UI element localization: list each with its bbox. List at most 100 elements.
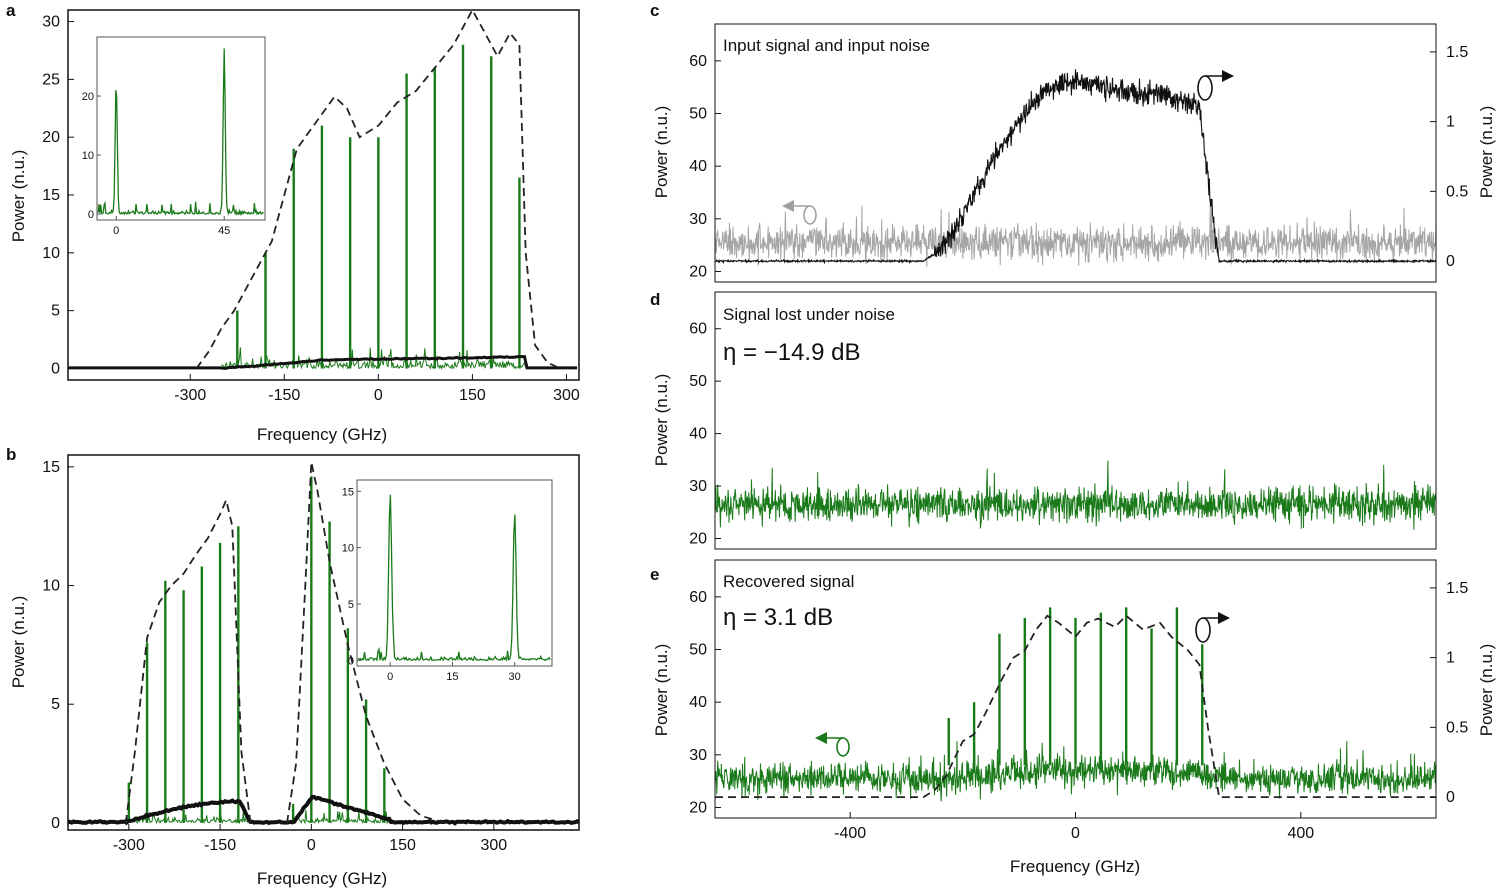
panel-c-input-noise xyxy=(714,204,1437,268)
inset-x-tick-label: 45 xyxy=(218,225,230,237)
inset-x-tick-label: 30 xyxy=(509,671,521,683)
panel-e-ylabel-right: Power (n.u.) xyxy=(1477,644,1496,737)
y-tick-label: 0 xyxy=(51,360,60,377)
y-tick-label: 20 xyxy=(689,263,707,280)
y-tick-label: 50 xyxy=(689,642,707,659)
y-tick-label: 50 xyxy=(689,373,707,390)
y-tick-label: 20 xyxy=(689,799,707,816)
panel-a-inset-trace xyxy=(97,48,264,217)
y-tick-label: 25 xyxy=(42,71,60,88)
y-tick-label: 15 xyxy=(42,459,60,476)
panel-d-ticks: 20 30 40 50 60 xyxy=(689,321,721,548)
inset-y-tick-label: 10 xyxy=(342,543,354,555)
panel-a-envelope xyxy=(195,8,561,370)
panel-d: Signal lost under noise η = −14.9 dB Pow… xyxy=(652,291,1437,550)
inset-y-tick-label: 5 xyxy=(348,599,354,611)
y-tick-label: 30 xyxy=(689,747,707,764)
panel-d-frame xyxy=(714,291,1437,550)
panel-c-ticks: 20 30 40 50 60 0 0.5 1 1.5 xyxy=(689,44,1468,281)
panel-b: Frequency (GHz) Power (n.u.) -300 -150 0 15… xyxy=(9,454,580,888)
y-right-tick-label: 0 xyxy=(1446,789,1455,806)
panel-c: Input signal and input noise Power (n.u.… xyxy=(652,23,1496,283)
panel-a-ylabel: Power (n.u.) xyxy=(9,150,28,243)
panel-b-black-floor xyxy=(67,794,580,826)
panel-b-inset-plot: 0 15 30 0 5 10 15 xyxy=(342,486,551,683)
panel-c-plot xyxy=(714,69,1437,268)
y-right-tick-label: 1 xyxy=(1446,114,1455,131)
y-tick-label: 40 xyxy=(689,158,707,175)
panel-b-plot xyxy=(67,461,580,826)
y-tick-label: 40 xyxy=(689,426,707,443)
panel-a-plot xyxy=(68,8,578,370)
panel-c-frame xyxy=(714,23,1437,283)
inset-y-tick-label: 15 xyxy=(342,486,354,498)
panel-a-inset-frame xyxy=(96,36,266,221)
x-tick-label: -400 xyxy=(834,825,866,842)
panel-c-left-arrow-icon xyxy=(782,200,817,225)
y-right-tick-label: 0.5 xyxy=(1446,719,1468,736)
y-right-tick-label: 0.5 xyxy=(1446,183,1468,200)
panel-e-right-arrow-icon xyxy=(1195,612,1230,643)
y-tick-label: 60 xyxy=(689,589,707,606)
y-tick-label: 0 xyxy=(51,815,60,832)
panel-c-annotation: Input signal and input noise xyxy=(723,36,930,55)
panel-c-ylabel: Power (n.u.) xyxy=(652,106,671,199)
panel-a-inset-plot: 0 45 0 10 20 xyxy=(82,48,264,237)
inset-y-tick-label: 0 xyxy=(348,655,354,667)
panel-e-annotation: Recovered signal xyxy=(723,572,854,591)
x-tick-label: 150 xyxy=(459,387,486,404)
panel-e-eta: η = 3.1 dB xyxy=(723,604,833,631)
y-tick-label: 20 xyxy=(42,129,60,146)
panel-c-ylabel-right: Power (n.u.) xyxy=(1477,106,1496,199)
x-tick-label: -150 xyxy=(204,837,236,854)
panel-e-left-arrow-icon xyxy=(815,732,850,757)
panel-b-envelope-right xyxy=(286,461,446,824)
inset-y-tick-label: 20 xyxy=(82,91,94,103)
y-right-tick-label: 0 xyxy=(1446,253,1455,270)
x-tick-label: 0 xyxy=(1071,825,1080,842)
panel-b-inset-trace xyxy=(357,494,551,663)
panel-d-annotation: Signal lost under noise xyxy=(723,305,895,324)
panel-e-plot xyxy=(714,607,1437,802)
panel-e-ticks: -400 0 400 20 30 40 50 60 0 0.5 1 1.5 xyxy=(689,580,1468,842)
y-tick-label: 40 xyxy=(689,694,707,711)
panel-b-frame xyxy=(67,454,580,831)
panel-letter-e: e xyxy=(650,565,659,584)
panel-b-green-noise xyxy=(292,810,390,825)
panel-e: Recovered signal η = 3.1 dB Frequency (G… xyxy=(652,559,1496,876)
panel-e-xlabel: Frequency (GHz) xyxy=(1010,857,1140,876)
panel-d-plot xyxy=(714,460,1437,530)
panel-c-right-arrow-icon xyxy=(1197,70,1234,101)
y-tick-label: 30 xyxy=(689,211,707,228)
panel-a: Frequency (GHz) Power (n.u.) -300 -150 0 15… xyxy=(9,8,580,444)
panel-b-inset-frame xyxy=(356,479,553,667)
x-tick-label: -300 xyxy=(113,837,145,854)
panel-b-envelope-left xyxy=(124,497,252,824)
x-tick-label: 300 xyxy=(553,387,580,404)
y-right-tick-label: 1.5 xyxy=(1446,44,1468,61)
y-tick-label: 60 xyxy=(689,321,707,338)
x-tick-label: -150 xyxy=(268,387,300,404)
x-tick-label: 150 xyxy=(389,837,416,854)
y-tick-label: 30 xyxy=(42,14,60,31)
y-tick-label: 10 xyxy=(42,578,60,595)
inset-y-tick-label: 10 xyxy=(82,150,94,162)
panel-e-envelope xyxy=(715,614,1436,798)
y-tick-label: 30 xyxy=(689,478,707,495)
y-tick-label: 5 xyxy=(51,303,60,320)
inset-x-tick-label: 15 xyxy=(446,671,458,683)
panel-a-xlabel: Frequency (GHz) xyxy=(257,425,387,444)
x-tick-label: 0 xyxy=(374,387,383,404)
y-tick-label: 5 xyxy=(51,696,60,713)
x-tick-label: 0 xyxy=(307,837,316,854)
y-right-tick-label: 1.5 xyxy=(1446,580,1468,597)
panel-a-black-floor xyxy=(68,355,578,370)
y-tick-label: 20 xyxy=(689,531,707,548)
panel-a-inset: 0 45 0 10 20 xyxy=(82,36,266,237)
panel-b-xlabel: Frequency (GHz) xyxy=(257,869,387,888)
panel-d-ylabel: Power (n.u.) xyxy=(652,374,671,467)
panel-letter-a: a xyxy=(6,1,16,20)
panel-letter-c: c xyxy=(650,1,659,20)
